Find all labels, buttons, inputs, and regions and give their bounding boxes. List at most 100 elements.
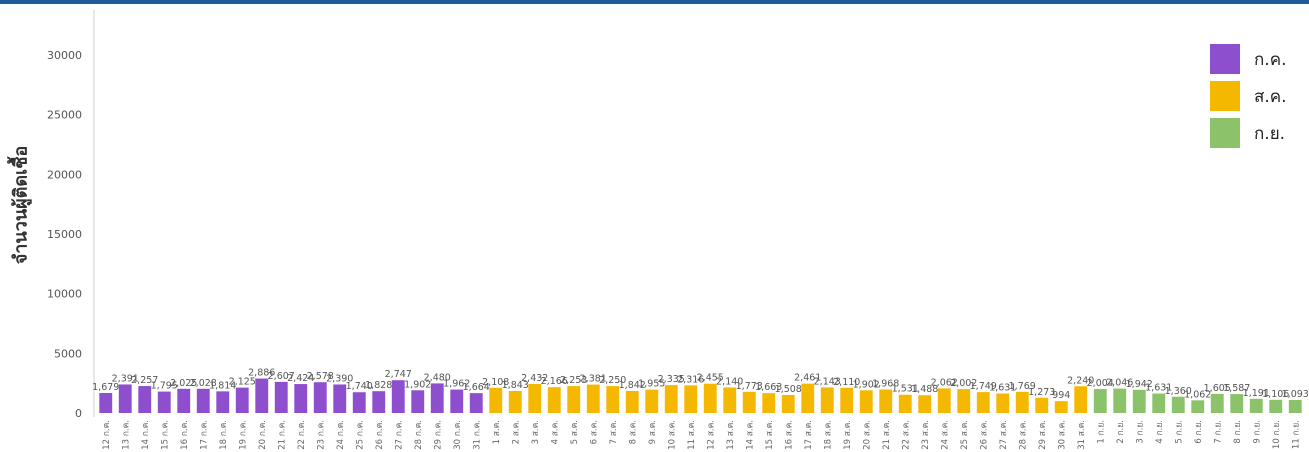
- bar: [352, 392, 366, 413]
- x-tick-label: 24 ก.ค.: [336, 420, 346, 450]
- bar-value-label: 2,253: [560, 375, 587, 386]
- bar-value-label: 2,250: [599, 375, 626, 386]
- bar-value-label: 2,381: [580, 374, 607, 385]
- bar: [99, 392, 113, 413]
- x-tick-label: 9 ส.ค.: [648, 420, 658, 444]
- y-tick-label: 15000: [47, 228, 82, 241]
- legend-label-september: ก.ย.: [1254, 123, 1286, 144]
- y-tick-label: 5000: [54, 347, 82, 360]
- x-tick-label: 27 ส.ค.: [999, 420, 1009, 450]
- x-tick-label: 17 ส.ค.: [804, 420, 814, 450]
- x-tick-label: 11 ก.ย.: [1291, 420, 1301, 449]
- bar-value-label: 2,257: [131, 375, 158, 386]
- bar-value-label: 2,432: [521, 373, 548, 384]
- bar: [1054, 401, 1068, 413]
- x-tick-label: 23 ส.ค.: [921, 420, 931, 450]
- bar-value-label: 2,607: [268, 371, 295, 382]
- x-tick-label: 29 ก.ค.: [433, 420, 443, 450]
- x-tick-label: 26 ส.ค.: [979, 420, 989, 450]
- bar-value-label: 1,962: [443, 379, 470, 390]
- bar-value-label: 1,191: [1243, 388, 1270, 399]
- bar-value-label: 1,106: [1262, 389, 1289, 400]
- bar-value-label: 1,663: [755, 382, 782, 393]
- bar-value-label: 1,631: [989, 383, 1016, 394]
- bar-value-label: 1,968: [872, 379, 899, 390]
- bar: [313, 382, 327, 413]
- bar-value-label: 2,140: [716, 376, 743, 387]
- bar: [430, 383, 444, 413]
- bar-value-label: 2,747: [385, 369, 412, 380]
- x-tick-label: 30 ส.ค.: [1057, 420, 1067, 450]
- bar-value-label: 2,028: [190, 378, 217, 389]
- bar: [879, 389, 893, 413]
- bar-value-label: 2,002: [950, 378, 977, 389]
- y-tick-label: 10000: [47, 288, 82, 301]
- bar: [918, 395, 932, 413]
- bar: [1230, 394, 1244, 413]
- bar-value-label: 1,605: [1204, 383, 1231, 394]
- x-tick-label: 29 ส.ค.: [1038, 420, 1048, 450]
- bar: [1152, 393, 1166, 413]
- x-tick-label: 28 ส.ค.: [1018, 420, 1028, 450]
- bar-value-label: 1,360: [1165, 386, 1192, 397]
- bar: [216, 391, 230, 413]
- x-tick-label: 10 ก.ย.: [1272, 420, 1282, 449]
- bar: [138, 386, 152, 413]
- x-tick-label: 21 ส.ค.: [882, 420, 892, 450]
- bar-value-label: 2,240: [1067, 375, 1094, 386]
- bar-value-label: 1,587: [1223, 383, 1250, 394]
- bar-value-label: 1,902: [853, 379, 880, 390]
- bar-value-label: 1,531: [892, 384, 919, 395]
- bar: [1249, 398, 1263, 413]
- bar-value-label: 1,093: [1282, 389, 1309, 400]
- y-axis-title: จำนวนผู้ติดเชื้อ: [10, 145, 32, 265]
- bar: [820, 387, 834, 413]
- x-tick-label: 19 ก.ค.: [238, 420, 248, 450]
- x-tick-label: 13 ส.ค.: [726, 420, 736, 450]
- x-tick-label: 10 ส.ค.: [667, 420, 677, 450]
- x-tick-label: 4 ส.ค.: [550, 420, 560, 444]
- bar-value-label: 2,461: [794, 373, 821, 384]
- x-tick-label: 7 ส.ค.: [609, 420, 619, 444]
- bar: [508, 390, 522, 413]
- x-tick-label: 17 ก.ค.: [199, 420, 209, 450]
- bar-value-label: 2,480: [424, 372, 451, 383]
- x-tick-label: 24 ส.ค.: [940, 420, 950, 450]
- x-tick-label: 2 ส.ค.: [511, 420, 521, 444]
- bar: [235, 387, 249, 413]
- x-tick-label: 8 ส.ค.: [628, 420, 638, 444]
- bar: [606, 386, 620, 413]
- bar: [1288, 399, 1302, 413]
- x-tick-label: 15 ก.ค.: [160, 420, 170, 450]
- bar: [450, 389, 464, 413]
- bar-value-label: 1,273: [1028, 387, 1055, 398]
- bar: [1210, 393, 1224, 413]
- bar: [1269, 399, 1283, 413]
- bar: [937, 388, 951, 413]
- bar: [177, 388, 191, 413]
- x-tick-label: 20 ก.ค.: [258, 420, 268, 450]
- x-tick-label: 2 ก.ย.: [1116, 420, 1126, 444]
- bar-value-label: 2,004: [1087, 378, 1114, 389]
- bar-value-label: 1,795: [151, 381, 178, 392]
- bar-value-label: 2,166: [541, 376, 568, 387]
- x-tick-label: 31 ส.ค.: [1077, 420, 1087, 450]
- bar: [586, 384, 600, 413]
- bar-value-label: 2,025: [170, 378, 197, 389]
- x-tick-label: 27 ก.ค.: [394, 420, 404, 450]
- x-tick-label: 20 ส.ค.: [862, 420, 872, 450]
- bar-value-label: 1,631: [1145, 383, 1172, 394]
- legend: ก.ค. ส.ค. ก.ย.: [1210, 44, 1287, 155]
- x-tick-label: 30 ก.ค.: [453, 420, 463, 450]
- x-tick-label: 28 ก.ค.: [414, 420, 424, 450]
- x-tick-label: 13 ก.ค.: [121, 420, 131, 450]
- bar-value-label: 1,843: [502, 380, 529, 391]
- legend-label-july: ก.ค.: [1254, 49, 1287, 70]
- bar-value-label: 1,769: [1009, 381, 1036, 392]
- bar-value-label: 1,942: [1126, 379, 1153, 390]
- bar: [840, 387, 854, 413]
- bar-value-label: 1,902: [404, 379, 431, 390]
- bar-value-label: 2,110: [833, 377, 860, 388]
- x-tick-label: 12 ก.ค.: [102, 420, 112, 450]
